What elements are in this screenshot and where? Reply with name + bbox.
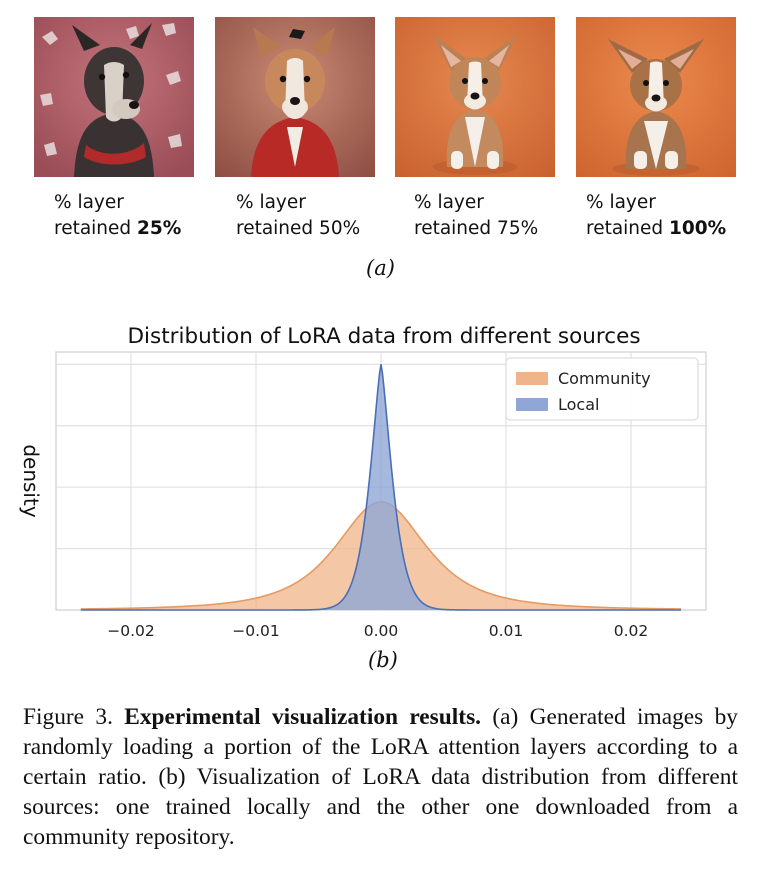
caption-line2: retained 25% (54, 216, 181, 242)
generated-image-25 (34, 17, 194, 177)
caption-line2: retained 100% (586, 216, 726, 242)
figure-caption: Figure 3. Experimental visualization res… (23, 702, 738, 852)
caption-prefix: retained (586, 218, 670, 239)
y-axis-label: density (19, 444, 43, 517)
image-caption-4: % layer retained 100% (586, 190, 726, 242)
caption-body: (a) Generated images by randomly loading… (23, 704, 738, 850)
legend-box (505, 357, 699, 421)
caption-prefix: retained (414, 218, 498, 239)
line-local (81, 364, 681, 611)
x-tick-label-0: −0.02 (107, 622, 155, 640)
image-caption-3: % layer retained 75% (414, 190, 538, 242)
x-tick-label-1: −0.01 (232, 622, 280, 640)
generated-image-100 (576, 17, 736, 177)
legend-label-local: Local (558, 395, 599, 414)
panel-b-label: (b) (368, 648, 398, 672)
caption-line1: % layer (414, 192, 484, 213)
image-caption-1: % layer retained 25% (54, 190, 181, 242)
generated-image-50 (215, 17, 375, 177)
figure-label: Figure 3. (23, 704, 113, 730)
legend-swatch-community (516, 372, 548, 385)
caption-value: 25% (137, 218, 182, 239)
chart-title: Distribution of LoRA data from different… (127, 324, 640, 349)
x-ticks: −0.02 −0.01 0.00 0.01 0.02 (107, 622, 648, 640)
x-tick-label-2: 0.00 (364, 622, 399, 640)
chart-legend: Community Local (505, 357, 699, 421)
caption-line2: retained 50% (236, 216, 360, 242)
density-chart: Distribution of LoRA data from different… (19, 324, 707, 640)
area-local (81, 364, 681, 610)
caption-line1: % layer (236, 192, 306, 213)
caption-prefix: retained (236, 218, 320, 239)
x-tick-label-4: 0.02 (614, 622, 649, 640)
generated-image-75 (395, 17, 555, 177)
series-layer (80, 364, 682, 611)
legend-label-community: Community (558, 369, 651, 388)
legend-swatch-local (516, 398, 548, 411)
caption-line1: % layer (54, 192, 124, 213)
caption-prefix: retained (54, 218, 138, 239)
caption-value: 100% (669, 218, 727, 239)
image-caption-2: % layer retained 50% (236, 190, 360, 242)
caption-line1: % layer (586, 192, 656, 213)
caption-value: 50% (319, 218, 361, 239)
panel-a-label: (a) (366, 256, 395, 280)
x-tick-label-3: 0.01 (489, 622, 524, 640)
caption-title: Experimental visualization results. (124, 704, 482, 730)
caption-line2: retained 75% (414, 216, 538, 242)
caption-value: 75% (497, 218, 539, 239)
